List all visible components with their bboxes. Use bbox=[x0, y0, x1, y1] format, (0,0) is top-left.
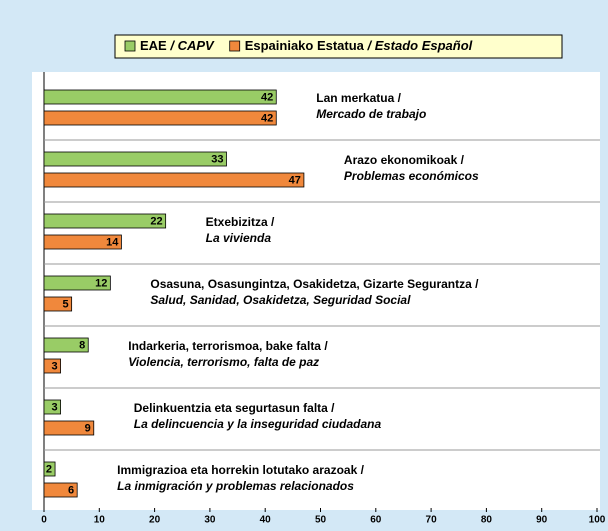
bar bbox=[43, 296, 73, 312]
value-label: 22 bbox=[150, 215, 162, 227]
x-tick-label: 10 bbox=[94, 515, 106, 526]
x-tick-label: 0 bbox=[41, 515, 47, 526]
value-label: 9 bbox=[85, 422, 91, 434]
category-label: Delinkuentzia eta segurtasun falta / bbox=[134, 401, 335, 415]
value-label: 8 bbox=[79, 339, 85, 351]
bar bbox=[43, 358, 61, 374]
x-tick-label: 60 bbox=[370, 515, 382, 526]
value-label: 2 bbox=[46, 463, 52, 475]
legend-label: EAE / CAPV bbox=[140, 38, 215, 53]
category-label: Immigrazioa eta horrekin lotutako arazoa… bbox=[117, 463, 364, 477]
legend-box bbox=[114, 34, 563, 59]
value-label: 47 bbox=[289, 174, 301, 186]
category-label: Osasuna, Osasungintza, Osakidetza, Gizar… bbox=[150, 277, 479, 291]
x-tick-label: 20 bbox=[149, 515, 161, 526]
value-label: 42 bbox=[261, 112, 273, 124]
value-label: 14 bbox=[106, 236, 119, 248]
bar bbox=[43, 337, 89, 353]
category-label: Arazo ekonomikoak / bbox=[344, 153, 465, 167]
x-tick-label: 90 bbox=[536, 515, 548, 526]
category-label: La delincuencia y la inseguridad ciudada… bbox=[134, 417, 382, 431]
bar bbox=[43, 213, 167, 229]
legend-swatch bbox=[229, 40, 241, 52]
x-tick-label: 100 bbox=[589, 515, 606, 526]
bar bbox=[43, 482, 78, 498]
x-tick-label: 40 bbox=[260, 515, 272, 526]
legend-label: Espainiako Estatua / Estado Español bbox=[245, 38, 473, 53]
bar bbox=[43, 275, 111, 291]
value-label: 5 bbox=[63, 298, 69, 310]
bar bbox=[43, 399, 61, 415]
category-label: Mercado de trabajo bbox=[316, 107, 426, 121]
category-label: Indarkeria, terrorismoa, bake falta / bbox=[128, 339, 328, 353]
category-label: Salud, Sanidad, Osakidetza, Seguridad So… bbox=[150, 293, 411, 307]
category-label: Etxebizitza / bbox=[206, 215, 275, 229]
bar bbox=[43, 89, 277, 105]
value-label: 3 bbox=[51, 401, 57, 413]
value-label: 6 bbox=[68, 484, 74, 496]
legend-swatch bbox=[124, 40, 136, 52]
x-tick-label: 50 bbox=[315, 515, 327, 526]
bar bbox=[43, 234, 122, 250]
bar bbox=[43, 110, 277, 126]
value-label: 33 bbox=[211, 153, 223, 165]
category-label: La vivienda bbox=[206, 231, 272, 245]
category-label: Problemas económicos bbox=[344, 169, 479, 183]
x-tick-label: 70 bbox=[426, 515, 438, 526]
bar bbox=[43, 151, 227, 167]
value-label: 42 bbox=[261, 91, 273, 103]
plot-area bbox=[32, 72, 600, 510]
category-label: Violencia, terrorismo, falta de paz bbox=[128, 355, 319, 369]
value-label: 3 bbox=[51, 360, 57, 372]
bar bbox=[43, 420, 95, 436]
category-label: La inmigración y problemas relacionados bbox=[117, 479, 354, 493]
bar bbox=[43, 172, 305, 188]
x-tick-label: 80 bbox=[481, 515, 493, 526]
x-tick-label: 30 bbox=[204, 515, 216, 526]
category-label: Lan merkatua / bbox=[316, 91, 401, 105]
value-label: 12 bbox=[95, 277, 107, 289]
bar bbox=[43, 461, 56, 477]
